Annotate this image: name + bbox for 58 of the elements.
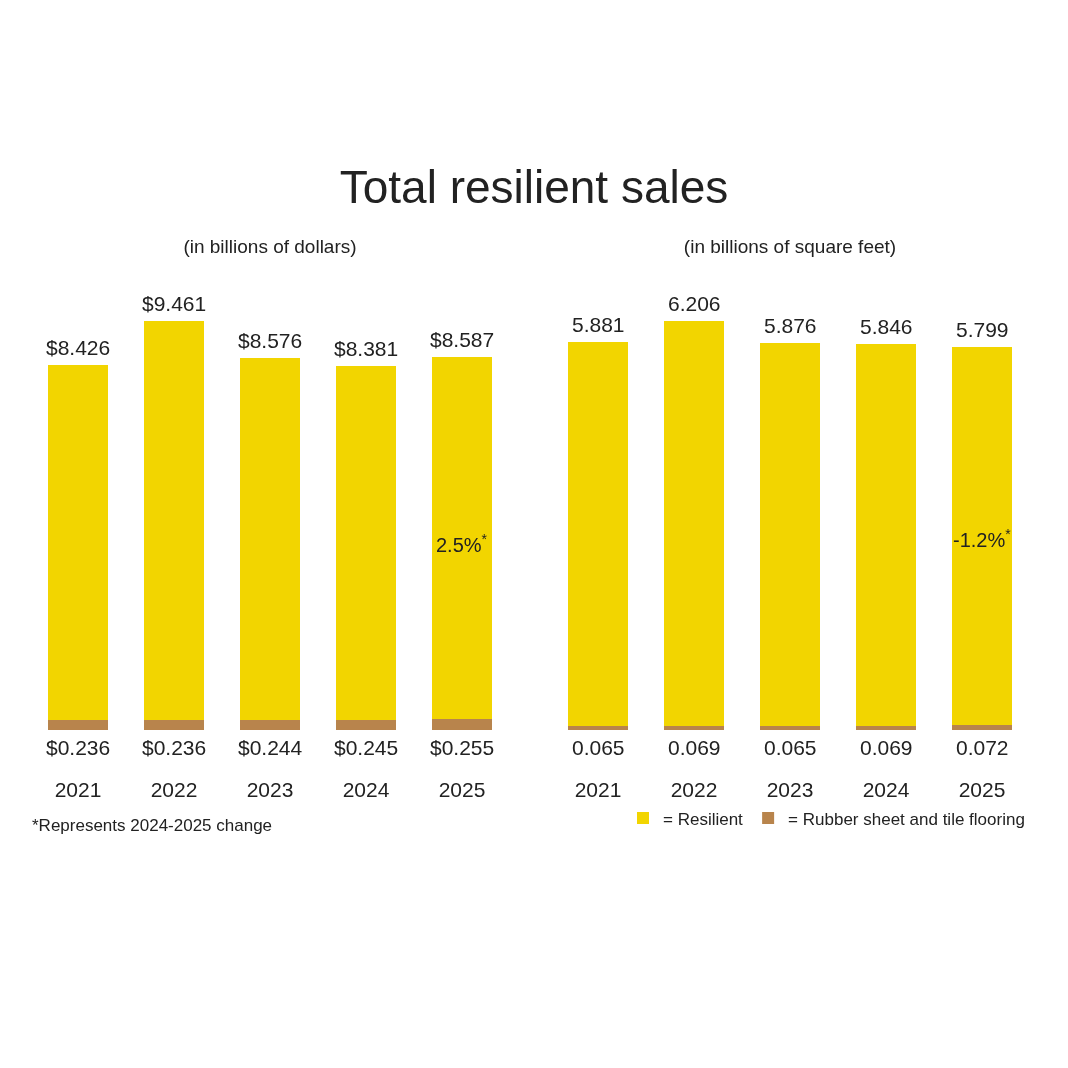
x-tick-label: 2025 (438, 778, 486, 801)
data-label: 5.881 (572, 313, 625, 336)
annotation: 2.5%$^{*}$ (436, 531, 488, 557)
x-tick-label: 2024 (862, 778, 910, 801)
legend-label: = Resilient (663, 809, 744, 829)
bar (48, 720, 108, 730)
data-label: 0.065 (572, 736, 625, 759)
bar (240, 719, 300, 730)
data-label: 0.069 (668, 736, 721, 759)
bar (568, 342, 628, 726)
x-tick-label: 2024 (342, 778, 390, 801)
x-tick-label: 2021 (574, 778, 622, 801)
bar (336, 719, 396, 730)
bar (856, 344, 916, 726)
bar (760, 725, 820, 730)
bar (432, 719, 492, 730)
chart-subtitle: (in billions of dollars) (183, 236, 357, 258)
data-label: $8.576 (238, 329, 303, 352)
x-tick-label: 2021 (54, 778, 102, 801)
bar (432, 357, 492, 720)
data-label: $0.236 (46, 736, 111, 759)
x-tick-label: 2022 (150, 778, 198, 801)
data-label: $0.245 (334, 736, 399, 759)
bar (144, 720, 204, 730)
data-label: $8.381 (334, 337, 399, 360)
data-label: 0.072 (956, 736, 1009, 759)
data-label: 5.876 (764, 314, 817, 337)
x-tick-label: 2023 (766, 778, 814, 801)
data-label: 0.065 (764, 736, 817, 759)
bar (664, 725, 724, 730)
x-tick-label: 2025 (958, 778, 1006, 801)
bar (760, 342, 820, 726)
data-label: $0.255 (430, 736, 495, 759)
bar (48, 364, 108, 721)
bar (336, 366, 396, 720)
bar (952, 725, 1012, 730)
x-tick-label: 2023 (246, 778, 294, 801)
bar (856, 725, 916, 730)
data-label: $9.461 (142, 292, 207, 315)
bar (144, 321, 204, 721)
data-label: $0.236 (142, 736, 207, 759)
annotation: -1.2%$^{*}$ (953, 526, 1012, 552)
data-label: 0.069 (860, 736, 913, 759)
legend-label: = Rubber sheet and tile flooring (788, 809, 1025, 829)
data-label: 6.206 (668, 292, 721, 315)
data-label: $8.426 (46, 336, 111, 359)
x-tick-label: 2022 (670, 778, 718, 801)
bar (952, 347, 1012, 726)
bar (568, 725, 628, 730)
chart-subtitle: (in billions of square feet) (683, 236, 897, 258)
data-label: 5.799 (956, 318, 1009, 341)
data-label: $0.244 (238, 736, 303, 759)
bar (240, 357, 300, 720)
bar (664, 321, 724, 726)
chart-title: Total resilient sales (338, 160, 730, 214)
data-label: $8.587 (430, 328, 495, 351)
text: *Represents 2024-2025 change (32, 816, 273, 835)
data-label: 5.846 (860, 315, 913, 338)
